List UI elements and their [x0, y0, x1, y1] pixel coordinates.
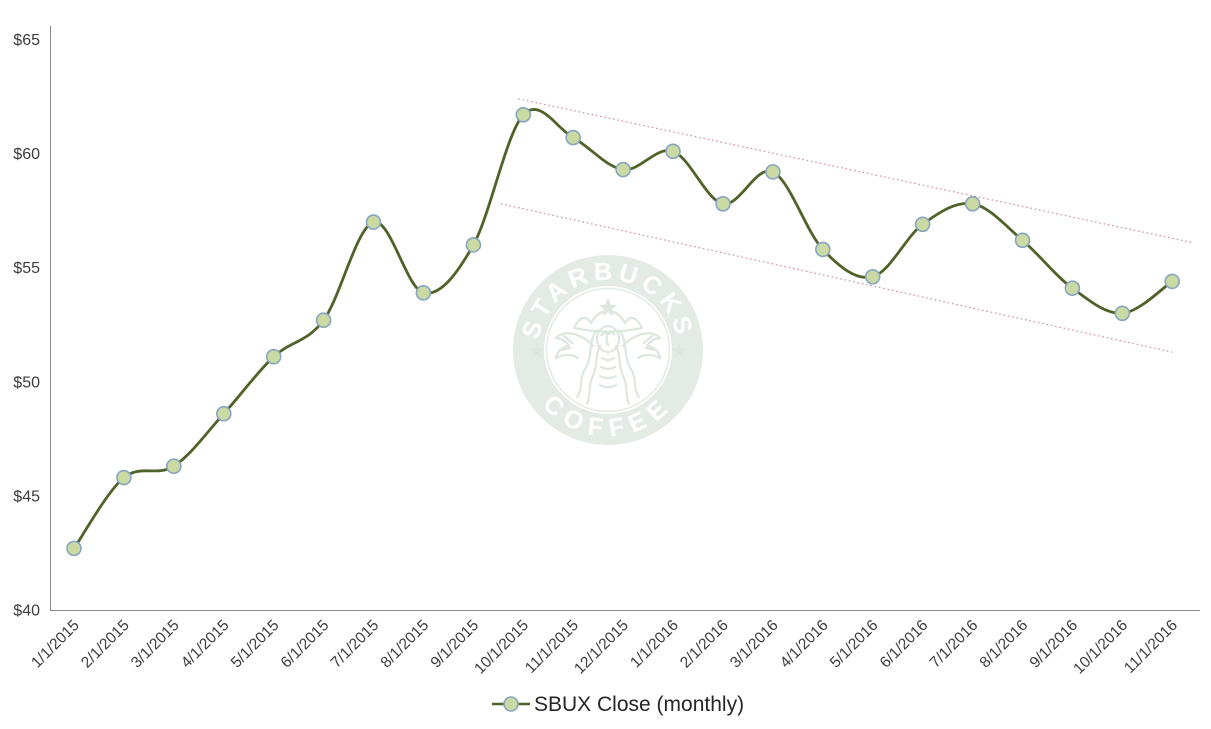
data-point-marker — [365, 214, 382, 230]
x-tick-label: 3/1/2015 — [128, 617, 183, 672]
x-tick-label: 12/1/2015 — [571, 617, 632, 678]
series-layer — [66, 107, 1180, 557]
data-point-marker — [814, 241, 831, 258]
x-tick-label: 7/1/2015 — [328, 617, 383, 672]
x-tick-label: 1/1/2015 — [28, 617, 83, 672]
siren-scales — [598, 356, 618, 389]
data-point-marker — [964, 196, 981, 212]
watermark-siren-icon — [553, 298, 663, 406]
siren-fin-left — [553, 332, 595, 360]
x-tick-label: 10/1/2016 — [1070, 617, 1131, 678]
siren-hair-left-1 — [575, 329, 598, 399]
x-tick-label: 6/1/2015 — [278, 617, 333, 672]
x-tick-label: 7/1/2016 — [927, 617, 982, 672]
legend-marker-icon — [503, 696, 519, 712]
data-point-marker — [465, 237, 482, 253]
data-point-marker — [914, 216, 931, 233]
siren-fin-left-stripes — [559, 334, 574, 352]
siren-fin-right-stripes — [642, 334, 657, 352]
watermark-star-right-icon: ★ — [670, 340, 689, 363]
x-tick-label: 2/1/2016 — [677, 617, 732, 672]
watermark-bottom-text: COFFEE — [538, 390, 671, 443]
y-tick-label: $65 — [13, 32, 40, 49]
data-point-marker — [665, 143, 681, 160]
watermark-medallion-ring — [545, 287, 671, 413]
y-tick-label: $45 — [13, 488, 40, 505]
data-point-marker — [715, 196, 731, 212]
x-tick-label: 8/1/2016 — [977, 617, 1032, 672]
legend-label: SBUX Close (monthly) — [534, 693, 744, 716]
axes-layer — [50, 26, 1200, 611]
data-point-marker — [66, 540, 82, 557]
x-tick-label: 1/1/2016 — [627, 617, 682, 672]
data-point-marker — [765, 164, 781, 180]
data-point-marker — [216, 405, 232, 422]
data-point-marker — [116, 469, 132, 486]
data-point-marker — [1064, 280, 1081, 297]
siren-hair-right-1 — [618, 329, 641, 399]
data-point-marker — [515, 107, 532, 123]
svg-text:COFFEE: COFFEE — [538, 390, 679, 443]
siren-face — [595, 324, 621, 354]
y-tick-label: $50 — [13, 374, 40, 391]
data-point-marker — [265, 348, 282, 365]
siren-hair-right-2 — [614, 344, 631, 406]
siren-hair-left-2 — [585, 344, 602, 406]
data-point-marker — [166, 458, 182, 475]
siren-crown-base — [572, 326, 644, 333]
trend-line-lower — [500, 203, 1173, 353]
x-tick-label: 5/1/2015 — [228, 617, 283, 672]
siren-crown — [572, 309, 644, 330]
x-tick-label: 4/1/2015 — [178, 617, 233, 672]
data-point-marker — [1114, 305, 1131, 322]
trend-line-upper — [518, 98, 1193, 244]
data-point-marker — [1164, 273, 1180, 290]
legend: SBUX Close (monthly) — [492, 693, 744, 716]
data-point-marker — [615, 161, 631, 178]
watermark-band — [513, 255, 703, 445]
x-tick-label: 5/1/2016 — [827, 617, 882, 672]
y-tick-label: $60 — [13, 146, 40, 163]
starbucks-watermark-logo: STARBUCKS COFFEE ★ ★ — [513, 255, 703, 445]
trend-channel-layer — [500, 98, 1193, 353]
data-point-marker — [315, 312, 332, 329]
x-tick-label: 8/1/2015 — [378, 617, 433, 672]
x-tick-label: 11/1/2016 — [1121, 617, 1181, 677]
y-tick-label: $55 — [13, 260, 40, 277]
y-tick-label: $40 — [13, 603, 40, 620]
data-point-marker — [864, 268, 881, 285]
siren-face-features — [600, 331, 616, 346]
x-tick-label: 2/1/2015 — [78, 617, 133, 672]
x-tick-label: 10/1/2015 — [471, 617, 532, 678]
data-point-marker — [1014, 232, 1031, 249]
data-point-marker — [415, 284, 432, 301]
x-tick-label: 3/1/2016 — [727, 617, 782, 672]
siren-fin-right — [621, 332, 663, 360]
x-tick-label: 6/1/2016 — [877, 617, 932, 672]
data-point-marker — [565, 129, 582, 146]
x-tick-label: 4/1/2016 — [777, 617, 832, 672]
watermark-star-left-icon: ★ — [528, 340, 547, 363]
